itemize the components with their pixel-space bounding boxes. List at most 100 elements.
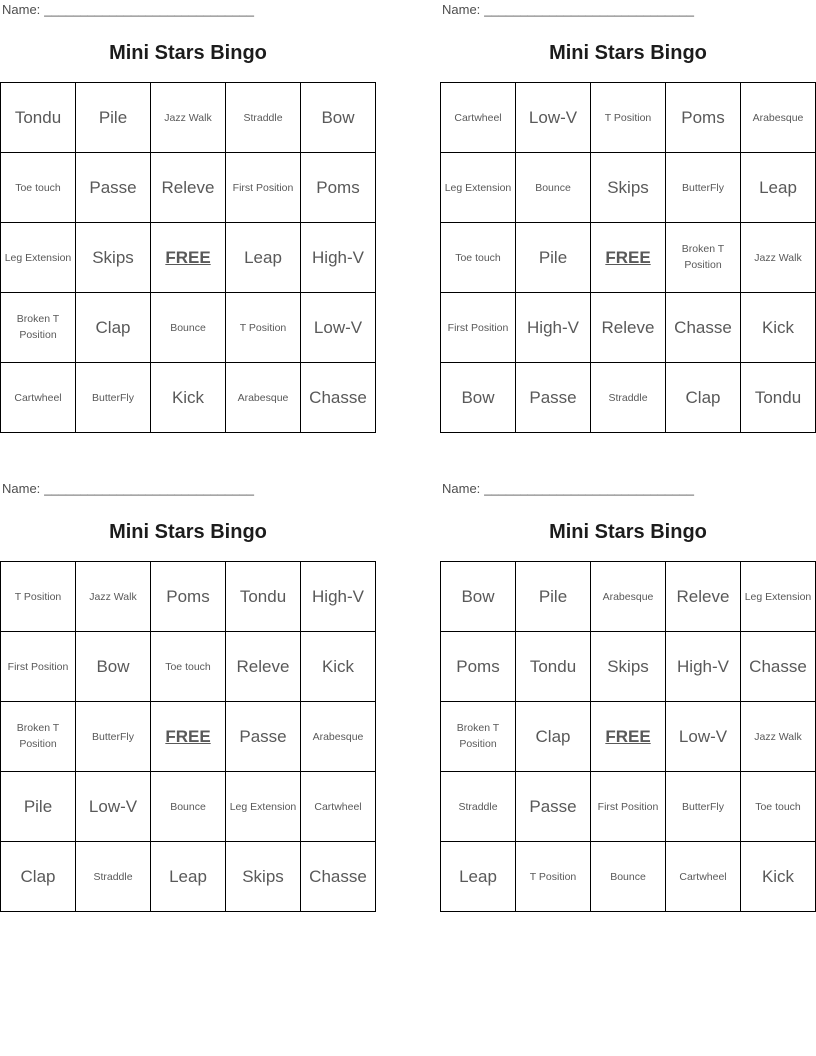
bingo-cell: Broken T Position: [0, 292, 76, 363]
bingo-row: Toe touch Pile FREE Broken T Position Jazz W…: [440, 222, 816, 293]
bingo-cell: Arabesque: [225, 362, 301, 433]
bingo-row: Broken T Position Clap Bounce T Position Low…: [0, 292, 376, 363]
bingo-card: Name: _____________________________ Mini …: [440, 0, 816, 434]
bingo-cell: Broken T Position: [665, 222, 741, 293]
bingo-cell: Kick: [300, 631, 376, 702]
bingo-cell: Cartwheel: [665, 841, 741, 912]
bingo-cell: Straddle: [440, 771, 516, 842]
bingo-cell: Bounce: [590, 841, 666, 912]
bingo-cell: Low-V: [300, 292, 376, 363]
bingo-cell: Leg Extension: [0, 222, 76, 293]
bingo-cell: Tondu: [515, 631, 591, 702]
bingo-row: Leap T Position Bounce Cartwheel Kick: [440, 841, 816, 912]
bingo-cell: Releve: [150, 152, 226, 223]
bingo-cell: Poms: [665, 82, 741, 153]
card-title: Mini Stars Bingo: [549, 521, 707, 543]
bingo-row: T Position Jazz Walk Poms Tondu High-V: [0, 561, 376, 632]
card-title: Mini Stars Bingo: [109, 42, 267, 64]
bingo-cell: Chasse: [300, 362, 376, 433]
bingo-cell: High-V: [300, 561, 376, 632]
bingo-cell: Passe: [515, 362, 591, 433]
bingo-cell-free: FREE: [150, 701, 226, 772]
bingo-row: Broken T Position ButterFly FREE Passe Arabe…: [0, 701, 376, 772]
bingo-row: Tondu Pile Jazz Walk Straddle Bow: [0, 82, 376, 153]
bingo-cell: Poms: [150, 561, 226, 632]
bingo-cell: T Position: [590, 82, 666, 153]
bingo-cell: Passe: [75, 152, 151, 223]
bingo-cell: Skips: [75, 222, 151, 293]
bingo-cell: Arabesque: [300, 701, 376, 772]
bingo-cell: Bow: [440, 362, 516, 433]
bingo-cell: ButterFly: [75, 701, 151, 772]
bingo-cell: Arabesque: [590, 561, 666, 632]
bingo-row: Leg Extension Bounce Skips ButterFly Leap: [440, 152, 816, 223]
bingo-cell: ButterFly: [665, 771, 741, 842]
bingo-cell: Poms: [440, 631, 516, 702]
bingo-cell: Chasse: [740, 631, 816, 702]
bingo-cell: Cartwheel: [300, 771, 376, 842]
bingo-cell: Bounce: [150, 771, 226, 842]
bingo-row: Straddle Passe First Position ButterFly Toe …: [440, 771, 816, 842]
bingo-row: Leg Extension Skips FREE Leap High-V: [0, 222, 376, 293]
bingo-cell: Bow: [300, 82, 376, 153]
bingo-cell: Tondu: [740, 362, 816, 433]
bingo-cell: Toe touch: [0, 152, 76, 223]
bingo-cell: Leg Extension: [740, 561, 816, 632]
bingo-cell: Skips: [590, 631, 666, 702]
bingo-cell: Low-V: [665, 701, 741, 772]
name-label: Name:: [442, 2, 481, 17]
bingo-grid: T Position Jazz Walk Poms Tondu High-V First …: [0, 561, 376, 912]
bingo-grid: Cartwheel Low-V T Position Poms Arabesque Leg…: [440, 82, 816, 433]
bingo-row: Poms Tondu Skips High-V Chasse: [440, 631, 816, 702]
bingo-row: Clap Straddle Leap Skips Chasse: [0, 841, 376, 912]
bingo-cell: ButterFly: [665, 152, 741, 223]
bingo-cell: First Position: [0, 631, 76, 702]
bingo-cell: Leap: [150, 841, 226, 912]
bingo-cell: Straddle: [75, 841, 151, 912]
bingo-row: First Position High-V Releve Chasse Kick: [440, 292, 816, 363]
bingo-cell: Skips: [590, 152, 666, 223]
bingo-cell: High-V: [665, 631, 741, 702]
bingo-row: First Position Bow Toe touch Releve Kick: [0, 631, 376, 702]
bingo-cell: Cartwheel: [0, 362, 76, 433]
bingo-cell: Skips: [225, 841, 301, 912]
bingo-cell: Jazz Walk: [75, 561, 151, 632]
bingo-cell: Kick: [740, 292, 816, 363]
name-label: Name:: [442, 481, 481, 496]
bingo-grid: Bow Pile Arabesque Releve Leg Extension Poms T…: [440, 561, 816, 912]
bingo-cell: Cartwheel: [440, 82, 516, 153]
bingo-cell: Kick: [740, 841, 816, 912]
bingo-cell: Pile: [0, 771, 76, 842]
bingo-cell-free: FREE: [150, 222, 226, 293]
bingo-cell: Arabesque: [740, 82, 816, 153]
bingo-row: Bow Passe Straddle Clap Tondu: [440, 362, 816, 433]
bingo-cell: Broken T Position: [0, 701, 76, 772]
bingo-cell: High-V: [515, 292, 591, 363]
bingo-row: Broken T Position Clap FREE Low-V Jazz Walk: [440, 701, 816, 772]
bingo-cell: Leg Extension: [225, 771, 301, 842]
bingo-cell: T Position: [0, 561, 76, 632]
bingo-cell: Pile: [75, 82, 151, 153]
bingo-cell: Releve: [665, 561, 741, 632]
bingo-cell: First Position: [590, 771, 666, 842]
bingo-cell: High-V: [300, 222, 376, 293]
bingo-row: Bow Pile Arabesque Releve Leg Extension: [440, 561, 816, 632]
bingo-cell-free: FREE: [590, 222, 666, 293]
bingo-cell: Releve: [590, 292, 666, 363]
bingo-cell: Low-V: [75, 771, 151, 842]
name-label: Name:: [2, 2, 41, 17]
bingo-cell: Passe: [225, 701, 301, 772]
bingo-cell-free: FREE: [590, 701, 666, 772]
bingo-cell: Toe touch: [740, 771, 816, 842]
bingo-cell: Leg Extension: [440, 152, 516, 223]
bingo-cell: Bounce: [150, 292, 226, 363]
bingo-card: Name: _____________________________ Mini …: [440, 479, 816, 913]
bingo-cell: Pile: [515, 222, 591, 293]
bingo-cell: Toe touch: [150, 631, 226, 702]
name-row: Name: _____________________________: [442, 2, 694, 17]
bingo-row: Pile Low-V Bounce Leg Extension Cartwheel: [0, 771, 376, 842]
bingo-cell: Clap: [75, 292, 151, 363]
bingo-row: Toe touch Passe Releve First Position Poms: [0, 152, 376, 223]
bingo-cell: Clap: [0, 841, 76, 912]
bingo-cell: Pile: [515, 561, 591, 632]
